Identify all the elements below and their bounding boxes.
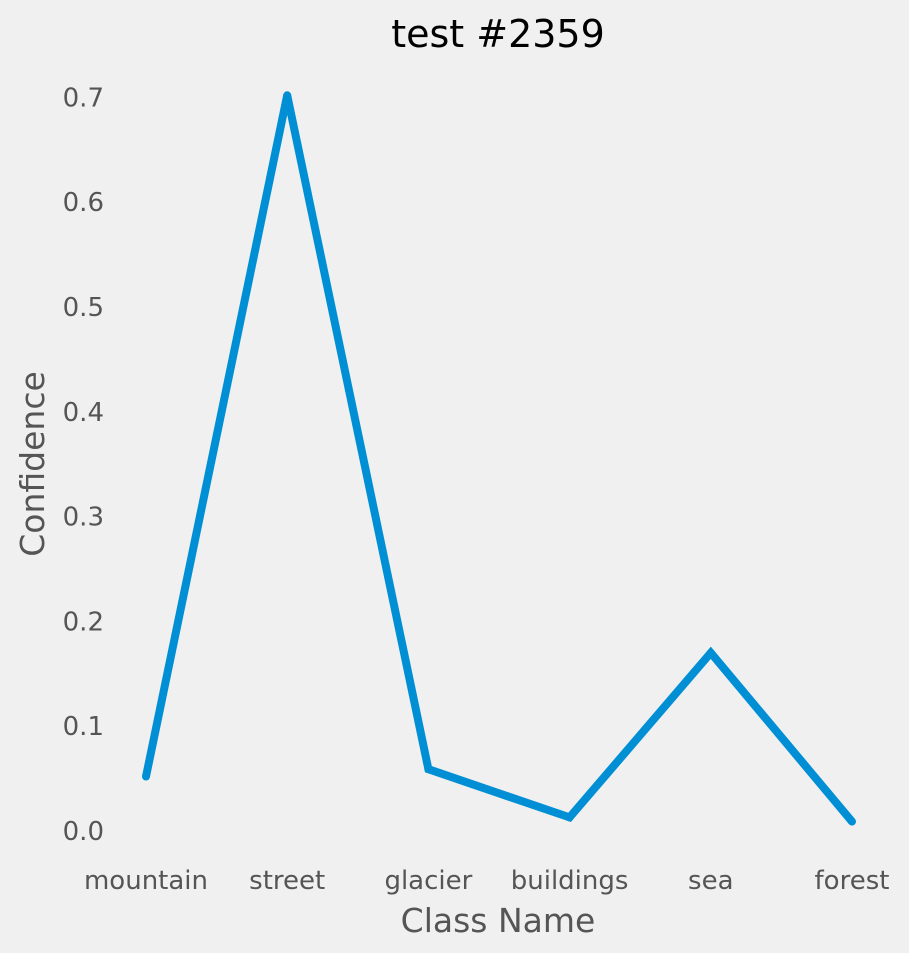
data-point-mountain (142, 772, 150, 781)
y-tick-label: 0.3 (63, 503, 104, 533)
series-line (142, 94, 856, 825)
x-axis-ticks: mountain street glacier buildings sea forest (84, 866, 889, 896)
y-tick-label: 0.4 (63, 398, 104, 428)
y-axis-ticks: 0.0 0.1 0.2 0.3 0.4 0.5 0.6 0.7 (63, 83, 104, 847)
data-point-buildings (565, 813, 574, 822)
x-tick-label: forest (815, 866, 890, 896)
y-tick-label: 0.6 (63, 188, 104, 218)
y-tick-label: 0.7 (63, 83, 104, 113)
y-tick-label: 0.2 (63, 607, 104, 637)
x-tick-label: street (249, 866, 325, 896)
x-tick-label: glacier (384, 866, 472, 896)
chart-title: test #2359 (391, 12, 605, 56)
data-point-street (283, 91, 292, 100)
series-points (142, 91, 856, 826)
data-point-forest (848, 817, 856, 826)
y-tick-label: 0.0 (63, 817, 104, 847)
x-tick-label: mountain (84, 866, 208, 896)
data-point-glacier (424, 765, 433, 774)
data-point-sea (706, 648, 715, 657)
x-tick-label: buildings (511, 866, 629, 896)
x-tick-label: sea (688, 866, 733, 896)
y-tick-label: 0.1 (63, 712, 104, 742)
y-axis-label: Confidence (13, 371, 52, 557)
y-tick-label: 0.5 (63, 293, 104, 323)
x-axis-label: Class Name (401, 901, 596, 940)
